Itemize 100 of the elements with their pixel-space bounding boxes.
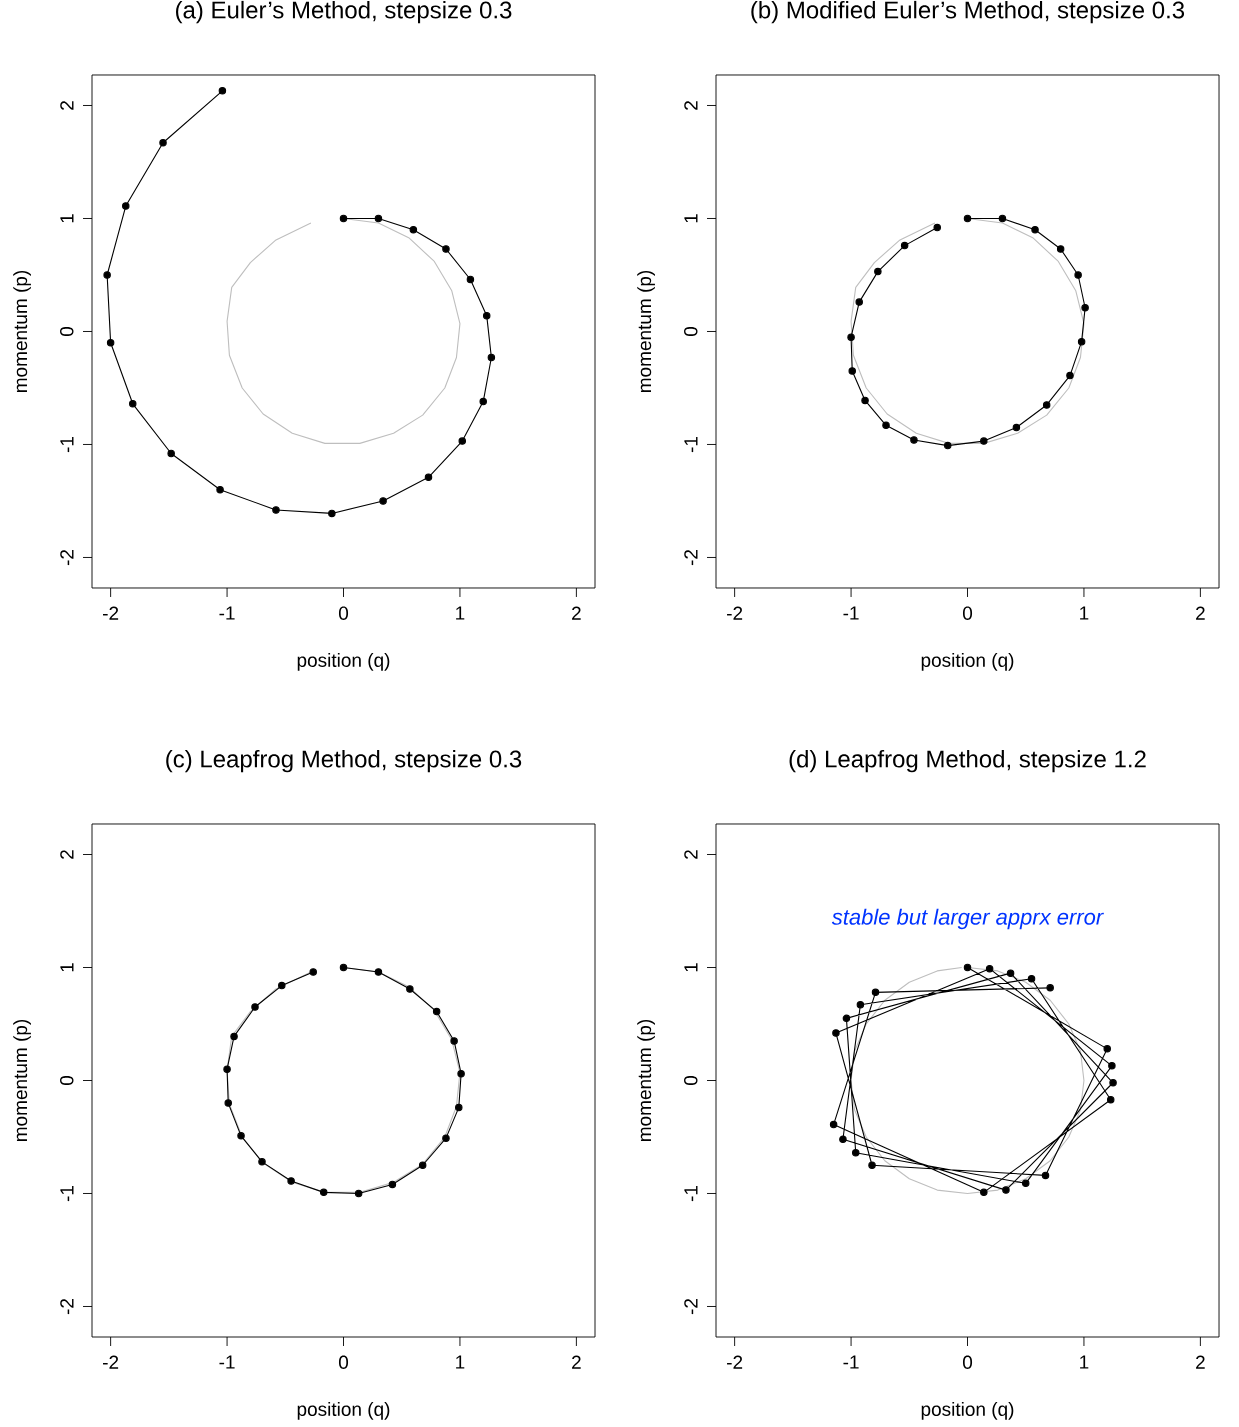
y-tick-label: -2 [684,1299,698,1315]
x-tick-label: -2 [103,606,119,620]
point [998,214,1007,223]
point [442,245,450,253]
point [339,963,348,972]
point [319,1188,328,1197]
x-tick-label: -2 [103,1355,119,1369]
y-axis-title: momentum (p) [637,270,655,392]
point [122,202,130,210]
point [278,981,286,990]
point [1108,1062,1116,1070]
y-tick-label: 0 [60,326,74,337]
point [388,1180,397,1189]
x-tick-label: 0 [338,606,349,620]
point [224,1099,232,1107]
point [237,1132,245,1140]
chart-title: (c) Leapfrog Method, stepsize 0.3 [166,749,522,773]
y-tick-label: 2 [684,850,698,859]
chart-title: (a) Euler’s Method, stepsize 0.3 [176,0,512,24]
point [1103,1045,1111,1053]
y-tick-label: -2 [60,549,74,566]
x-tick-label: -1 [219,1355,235,1369]
point [1021,1179,1030,1188]
point [861,396,869,405]
point [479,397,487,406]
y-tick-label: -2 [60,1299,74,1315]
point [409,226,418,234]
point [1077,337,1086,346]
y-tick-label: 1 [60,963,74,972]
point [1042,401,1051,409]
x-tick-label: -1 [219,606,235,620]
point [856,1001,865,1009]
point [223,1065,231,1073]
point [424,473,433,481]
point [458,437,467,445]
point [980,1188,988,1197]
y-axis-title: momentum (p) [13,1019,31,1141]
y-tick-label: 1 [684,214,698,223]
point [832,1029,840,1037]
x-tick-label: 2 [1196,1355,1205,1369]
point [910,436,918,444]
point [882,421,890,430]
point [432,1007,441,1016]
x-tick-label: 1 [456,1355,465,1369]
point [963,214,972,223]
point [455,1103,463,1112]
point [129,400,137,408]
point [1046,984,1054,992]
y-tick-label: 1 [684,963,698,972]
point [103,271,111,279]
point [328,509,336,518]
point [985,964,994,973]
point [309,968,317,976]
y-tick-label: 2 [684,101,698,110]
x-tick-label: -2 [727,1355,743,1369]
point [251,1003,259,1011]
point [1066,371,1074,380]
point [855,298,863,306]
point [167,449,175,458]
point [442,1134,450,1142]
point [1074,271,1082,279]
point [374,968,383,976]
point [1106,1095,1115,1104]
y-axis-title: momentum (p) [637,1019,655,1141]
point [868,1161,876,1169]
point [933,223,941,232]
point [287,1177,295,1185]
y-tick-label: 0 [60,1075,74,1086]
x-axis-title: position (q) [297,1402,390,1420]
y-tick-label: -1 [60,436,74,453]
x-tick-label: -2 [727,606,743,620]
x-tick-label: -1 [843,1355,859,1369]
y-tick-label: 0 [684,326,698,337]
point [450,1037,458,1045]
x-tick-label: 1 [1080,1355,1089,1369]
y-tick-label: 2 [60,101,74,110]
point [963,963,972,972]
point [900,241,909,250]
y-tick-label: -2 [684,549,698,566]
point [980,437,988,445]
x-tick-label: 1 [456,606,465,620]
point [374,214,383,223]
point [842,1014,851,1023]
x-tick-label: 1 [1080,606,1089,620]
x-tick-label: -1 [843,606,859,620]
point [230,1032,238,1041]
chart-title: (b) Modified Euler’s Method, stepsize 0.3 [751,0,1185,24]
point [1031,226,1039,234]
y-tick-label: -1 [684,1185,698,1202]
x-tick-label: 2 [572,1355,581,1369]
x-axis-title: position (q) [921,1402,1014,1420]
annotation: stable but larger apprx error [831,908,1104,930]
point [466,275,475,284]
point [847,333,855,341]
point [406,985,414,993]
point [106,339,115,347]
point [1081,304,1089,312]
x-axis-title: position (q) [297,653,390,671]
point [457,1069,465,1078]
point [1041,1171,1050,1180]
